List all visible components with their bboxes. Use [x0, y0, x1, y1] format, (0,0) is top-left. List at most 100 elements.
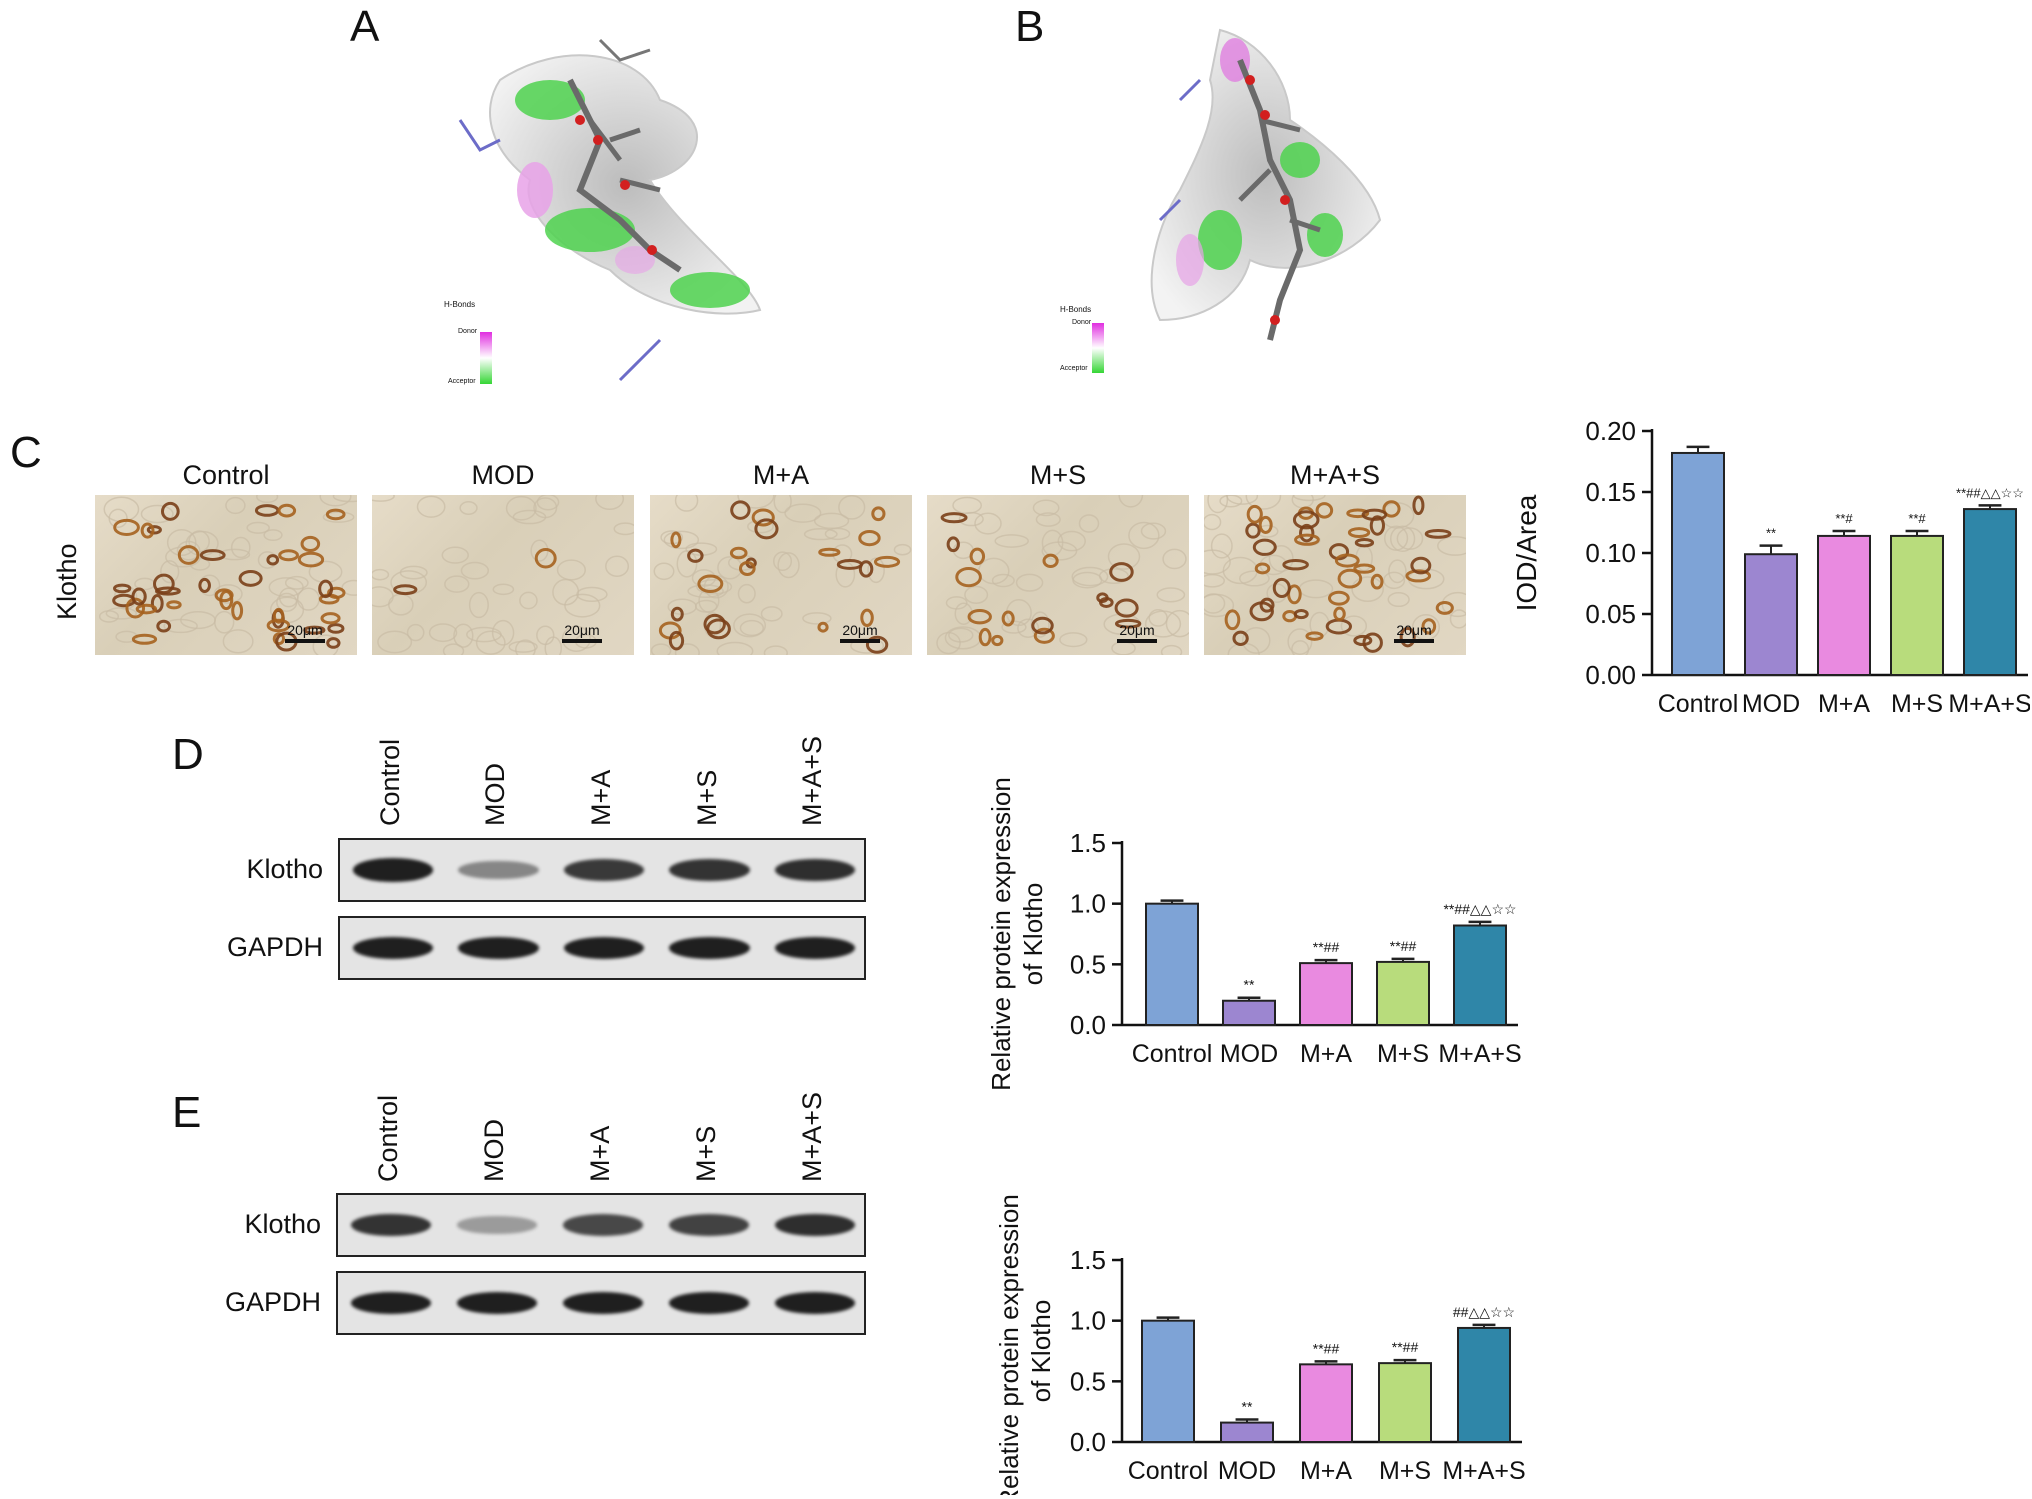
blot-band	[456, 1216, 538, 1234]
significance-label: **	[1766, 526, 1776, 541]
hbond-legend-a: H-Bonds Donor Acceptor	[444, 300, 504, 390]
scale-bar-3: 20μm	[1117, 622, 1157, 643]
lane-label-1: MOD	[479, 1119, 509, 1182]
lane-label-0: Control	[373, 1094, 403, 1182]
lane-label-4: M+A+S	[797, 1091, 827, 1182]
blot-band	[775, 858, 856, 882]
chart-c-iod: 0.00 0.05 0.10 0.15 0.20 IOD/Area Control ** MOD…	[1511, 416, 2030, 718]
y-tick-label: 0.5	[1070, 949, 1106, 979]
blot-row-label-gapdh: GAPDH	[226, 932, 323, 962]
blot-band	[774, 1292, 856, 1314]
scale-bar-0: 20μm	[285, 622, 325, 643]
bar-control	[1141, 1319, 1195, 1444]
blot-band	[458, 860, 539, 880]
x-tick-label: M+A	[1300, 1040, 1352, 1068]
scale-bar-label: 20μm	[564, 622, 600, 638]
lane-label-1: MOD	[480, 763, 511, 826]
x-tick-label: M+A+S	[1438, 1040, 1521, 1068]
blot-band	[774, 1213, 856, 1237]
chart-e-klotho: 0.0 0.5 1.0 1.5 Relative protein expression o…	[994, 1194, 1526, 1495]
blot-band	[669, 858, 750, 882]
blot-band	[669, 937, 750, 959]
lane-label-2: M+A	[586, 769, 616, 826]
ihc-image-4	[1204, 495, 1466, 655]
ihc-title-2: M+A	[752, 460, 810, 490]
significance-label: ##△△☆☆	[1453, 1304, 1515, 1320]
legend-gradient-bar	[480, 332, 492, 384]
blot-band	[352, 858, 433, 882]
y-tick-label: 1.0	[1070, 1306, 1106, 1336]
legend-donor-label: Donor	[1072, 319, 1092, 326]
legend-title: H-Bonds	[1060, 305, 1092, 314]
x-tick-label: M+S	[1379, 1457, 1431, 1485]
bar-m-plus-a-plus-s	[1457, 1326, 1511, 1444]
x-tick-label: MOD	[1742, 690, 1800, 718]
bar-m-plus-s	[1376, 960, 1430, 1027]
x-tick-label: M+A	[1300, 1457, 1352, 1485]
panel-letter-a: A	[350, 2, 380, 51]
blot-strip-klotho	[336, 1193, 866, 1257]
y-axis-label: IOD/Area	[1511, 494, 1542, 611]
blot-row-label-gapdh: GAPDH	[224, 1287, 321, 1317]
ihc-image-3	[927, 495, 1189, 655]
ihc-title-0: Control	[182, 460, 270, 490]
x-tick-label: MOD	[1220, 1040, 1278, 1068]
x-tick-label: M+A	[1818, 690, 1870, 718]
y-axis-label: Relative protein expression	[994, 1194, 1024, 1495]
lane-label-3: M+S	[691, 769, 722, 826]
x-tick-label: M+S	[1377, 1040, 1429, 1068]
scale-bar-line	[285, 639, 325, 643]
significance-label: **##△△☆☆	[1956, 485, 2024, 500]
blot-band	[775, 937, 856, 959]
ihc-image-1	[372, 495, 634, 655]
ihc-image-0	[95, 495, 357, 655]
significance-label: **##	[1313, 939, 1340, 955]
y-tick-label: 1.5	[1070, 828, 1106, 858]
blot-band	[668, 1292, 750, 1314]
x-tick-label: Control	[1128, 1457, 1209, 1485]
panel-letter-b: B	[1015, 2, 1045, 51]
significance-label: **##	[1390, 938, 1417, 954]
scale-bar-2: 20μm	[840, 622, 880, 643]
blot-band	[562, 1214, 644, 1236]
y-axis-label: of Klotho	[1026, 1300, 1056, 1403]
scale-bar-label: 20μm	[287, 622, 323, 638]
ihc-row-label: Klotho	[52, 543, 82, 620]
blot-band	[668, 1214, 750, 1236]
legend-acceptor-label: Acceptor	[1060, 365, 1088, 372]
scale-bar-line	[1394, 639, 1434, 643]
scale-bar-line	[840, 639, 880, 643]
significance-label: **##△△☆☆	[1443, 901, 1516, 917]
significance-label: **##	[1313, 1340, 1340, 1356]
y-axis-label: of Klotho	[1018, 883, 1048, 986]
lane-label-0: Control	[374, 738, 405, 826]
lane-label-2: M+A	[585, 1125, 615, 1182]
y-tick-label: 0.20	[1585, 416, 1636, 446]
docking-image-b	[1150, 28, 1382, 341]
panel-letter-c: C	[10, 428, 42, 477]
significance-label: **#	[1835, 511, 1853, 526]
y-tick-label: 0.5	[1070, 1366, 1106, 1396]
y-tick-label: 0.0	[1070, 1010, 1106, 1040]
significance-label: **	[1242, 1399, 1253, 1415]
hbond-legend-b: H-Bonds Donor Acceptor	[1060, 305, 1120, 385]
y-tick-label: 0.00	[1585, 660, 1636, 690]
y-tick-label: 0.10	[1585, 538, 1636, 568]
bar-m-plus-a	[1817, 534, 1871, 676]
bar-mod	[1220, 1421, 1274, 1444]
y-tick-label: 1.0	[1070, 889, 1106, 919]
bar-m-plus-a-plus-s	[1963, 508, 2017, 676]
blot-band	[563, 937, 645, 959]
legend-gradient-bar	[1092, 323, 1104, 373]
x-tick-label: M+A+S	[1948, 690, 2030, 718]
blot-band	[562, 1292, 644, 1314]
lane-label-3: M+S	[691, 1125, 721, 1182]
scale-bar-label: 20μm	[1119, 622, 1155, 638]
bar-m-plus-s	[1378, 1362, 1432, 1443]
scale-bar-label: 20μm	[1396, 622, 1432, 638]
bar-m-plus-a-plus-s	[1453, 924, 1507, 1026]
docking-image-a	[458, 38, 762, 382]
legend-acceptor-label: Acceptor	[448, 378, 476, 385]
blot-band	[456, 1292, 538, 1314]
x-tick-label: M+A+S	[1442, 1457, 1525, 1485]
